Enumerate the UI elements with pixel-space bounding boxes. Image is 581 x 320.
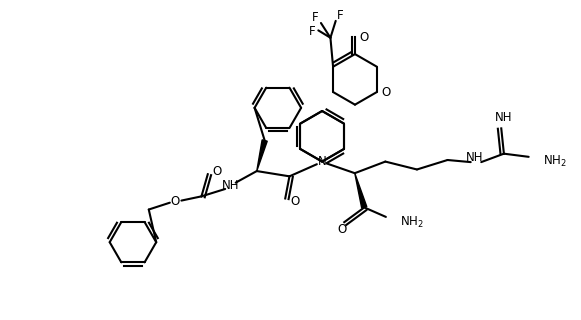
Text: F: F [336, 9, 343, 22]
Text: NH: NH [466, 151, 483, 164]
Text: O: O [290, 195, 299, 208]
Text: F: F [309, 25, 315, 38]
Text: NH: NH [222, 179, 239, 192]
Text: O: O [170, 195, 180, 208]
Text: O: O [360, 31, 369, 44]
Text: N: N [318, 155, 327, 168]
Text: F: F [313, 11, 319, 24]
Polygon shape [257, 140, 267, 171]
Text: O: O [382, 85, 391, 99]
Text: NH: NH [495, 111, 512, 124]
Text: NH$_2$: NH$_2$ [400, 215, 424, 230]
Text: O: O [213, 164, 222, 178]
Polygon shape [355, 173, 367, 208]
Text: O: O [338, 223, 347, 236]
Text: NH$_2$: NH$_2$ [543, 154, 566, 169]
